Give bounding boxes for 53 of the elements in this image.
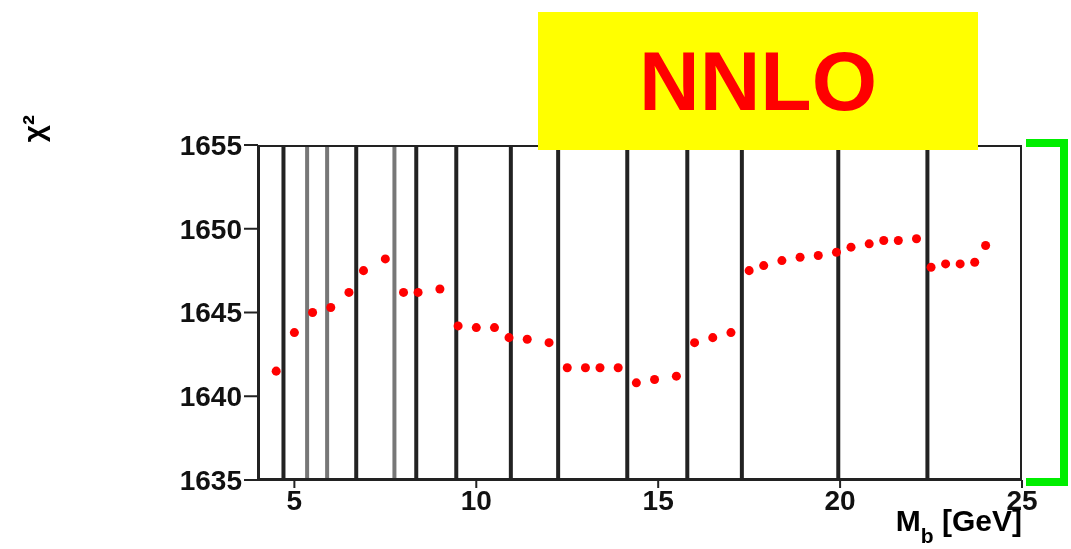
point [970,257,980,267]
x-tick-label: 10 [460,484,492,516]
point [744,266,754,276]
point [613,363,623,373]
point [941,259,951,269]
point [344,287,354,297]
y-tick-label: 1655 [179,129,242,161]
point [864,239,874,249]
point [981,240,991,251]
y-tick-label: 1635 [179,464,242,496]
point [522,334,532,344]
text: NNLO [538,12,978,150]
point [708,333,718,343]
y-tick-label: 1640 [179,381,242,413]
point [795,252,805,262]
point [879,235,889,245]
point [813,251,823,261]
point [308,307,318,318]
point [489,323,499,333]
point [471,323,481,333]
point [777,256,787,266]
point [562,363,572,373]
point [435,284,445,294]
x-tick-label: 20 [824,484,856,516]
point [846,242,856,252]
y-tick-label: 1650 [179,213,242,245]
point [544,338,554,348]
point [453,321,463,331]
point [399,287,409,297]
point [726,328,736,338]
point [759,261,769,271]
y-tick-label: 1645 [179,297,242,329]
point [650,374,660,385]
point [358,266,369,276]
point [380,254,390,264]
point [413,287,423,297]
point [326,302,336,312]
x-tick-label: 15 [642,484,674,516]
point [955,259,965,269]
point [504,333,514,343]
x-tick-label: 5 [286,484,303,516]
point [893,235,903,245]
point [831,247,841,257]
point [289,328,299,338]
point [690,338,700,348]
point [911,234,922,244]
point [926,262,936,272]
y-axis-title: χ² [17,115,50,143]
point [595,363,605,373]
point [671,371,681,381]
point [271,366,281,376]
point [580,363,590,373]
point [631,378,641,388]
